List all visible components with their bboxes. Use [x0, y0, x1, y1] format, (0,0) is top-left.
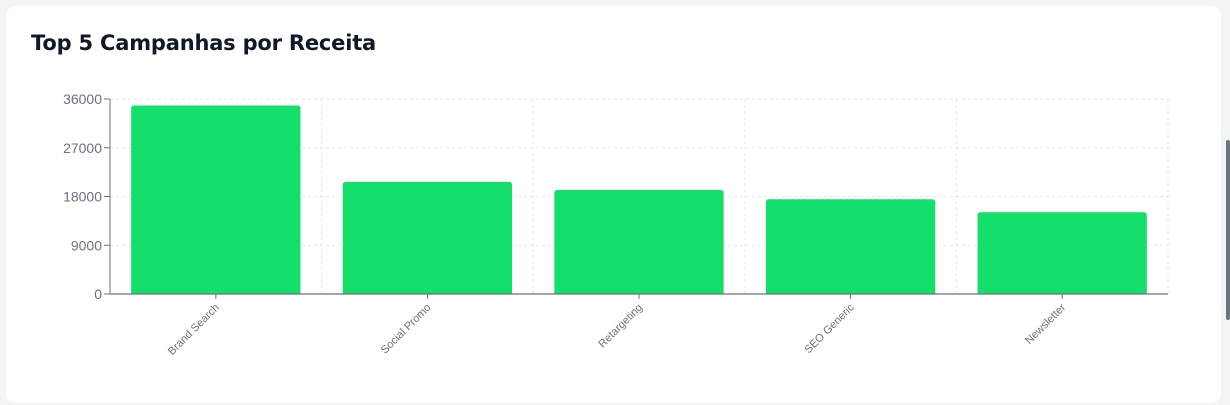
- y-tick-label: 18000: [63, 189, 102, 205]
- bar: [765, 199, 936, 294]
- x-tick-label: SEO Generic: [802, 301, 857, 356]
- page-scrollbar[interactable]: [1226, 140, 1230, 320]
- bars: [131, 105, 1147, 294]
- y-tick-label: 0: [94, 286, 102, 302]
- y-tick-label: 9000: [71, 237, 102, 253]
- x-tick-label: Newsletter: [1023, 301, 1068, 346]
- x-tick-label: Brand Search: [166, 302, 222, 358]
- bar: [342, 181, 513, 294]
- x-tick-label: Social Promo: [379, 302, 434, 357]
- x-tick-label: Retargeting: [596, 302, 645, 351]
- bar: [977, 212, 1147, 294]
- axes: [104, 98, 1168, 299]
- bar: [131, 105, 301, 294]
- y-tick-label: 27000: [63, 140, 102, 156]
- bar: [554, 190, 724, 294]
- chart-title: Top 5 Campanhas por Receita: [31, 31, 377, 55]
- y-tick-label: 36000: [63, 91, 102, 107]
